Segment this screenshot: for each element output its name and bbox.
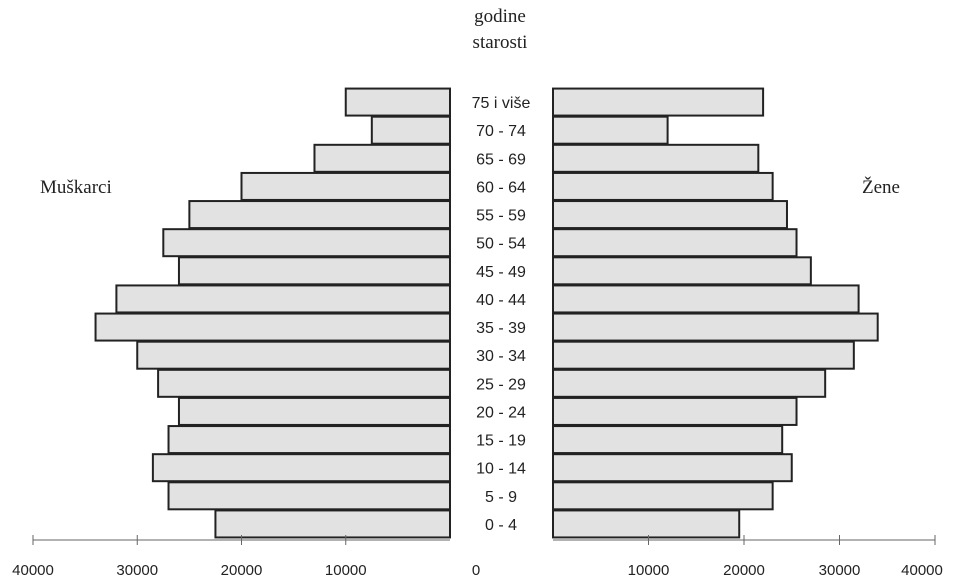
female-bars <box>552 87 879 539</box>
tick-label-right: 10000 <box>628 562 670 579</box>
age-group-label: 10 - 14 <box>476 461 526 478</box>
bar-male-12 <box>167 425 451 455</box>
age-group-label: 60 - 64 <box>476 179 526 196</box>
bar-male-10 <box>157 368 451 398</box>
bar-female-12 <box>552 425 784 455</box>
bar-female-10 <box>552 368 827 398</box>
age-group-label: 35 - 39 <box>476 320 526 337</box>
bar-female-14 <box>552 481 774 511</box>
bar-female-4 <box>552 200 788 230</box>
bar-male-5 <box>162 228 451 258</box>
age-group-label: 20 - 24 <box>476 404 526 421</box>
bar-female-8 <box>552 312 879 342</box>
age-group-label: 45 - 49 <box>476 264 526 281</box>
bar-female-3 <box>552 171 774 201</box>
tick-label-right: 0 <box>472 562 480 579</box>
bar-male-6 <box>177 256 451 286</box>
age-group-label: 40 - 44 <box>476 292 526 309</box>
bar-male-15 <box>214 509 451 539</box>
age-group-label: 75 i više <box>472 95 531 112</box>
age-group-label: 50 - 54 <box>476 236 526 253</box>
tick-label-left: 30000 <box>116 562 158 579</box>
age-group-labels: 75 i više 70 - 74 65 - 69 60 - 64 55 - 59 50 … <box>472 95 531 534</box>
age-group-label: 0 - 4 <box>485 517 517 534</box>
bar-male-8 <box>94 312 452 342</box>
bar-male-7 <box>115 284 452 314</box>
bar-male-2 <box>313 143 451 173</box>
bar-male-1 <box>370 115 451 145</box>
bar-female-1 <box>552 115 669 145</box>
bar-male-9 <box>136 340 451 370</box>
bar-female-9 <box>552 340 855 370</box>
chart-title-line1: godine <box>474 6 526 27</box>
series-label-female: Žene <box>862 176 900 198</box>
age-group-label: 30 - 34 <box>476 348 526 365</box>
tick-label-left: 40000 <box>12 562 54 579</box>
tick-label-left: 10000 <box>325 562 367 579</box>
tick-label-right: 30000 <box>819 562 861 579</box>
age-group-label: 65 - 69 <box>476 151 526 168</box>
bar-female-13 <box>552 453 793 483</box>
axis-ticks: 40000 30000 20000 10000 0 10000 20000 30000 4000… <box>12 535 943 579</box>
series-label-male: Muškarci <box>40 177 112 198</box>
age-group-label: 55 - 59 <box>476 208 526 225</box>
bar-female-15 <box>552 509 741 539</box>
male-bars <box>94 87 452 539</box>
tick-label-left: 20000 <box>221 562 263 579</box>
bar-male-13 <box>151 453 451 483</box>
age-group-label: 5 - 9 <box>485 489 517 506</box>
bar-female-6 <box>552 256 812 286</box>
bar-female-11 <box>552 396 798 426</box>
chart-title-line2: starosti <box>473 32 528 53</box>
bar-male-0 <box>344 87 451 117</box>
age-group-label: 70 - 74 <box>476 123 526 140</box>
bar-male-14 <box>167 481 451 511</box>
bar-female-0 <box>552 87 765 117</box>
bar-male-3 <box>240 171 451 201</box>
bar-male-4 <box>188 200 451 230</box>
bar-female-2 <box>552 143 760 173</box>
tick-label-right: 20000 <box>723 562 765 579</box>
bar-male-11 <box>177 396 451 426</box>
age-group-label: 25 - 29 <box>476 376 526 393</box>
bar-female-5 <box>552 228 798 258</box>
age-group-label: 15 - 19 <box>476 433 526 450</box>
tick-label-right: 40000 <box>901 562 943 579</box>
bar-female-7 <box>552 284 860 314</box>
